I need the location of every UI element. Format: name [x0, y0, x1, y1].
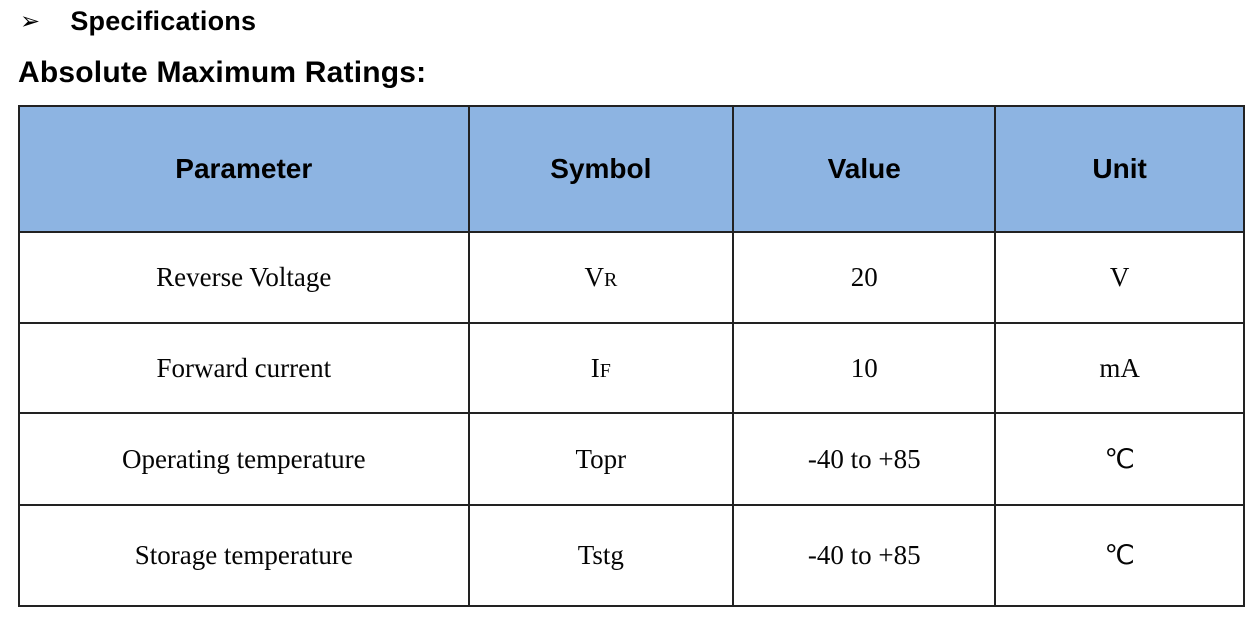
section-title: Specifications — [70, 6, 257, 36]
cell-value: -40 to +85 — [732, 504, 997, 607]
cell-parameter: Forward current — [18, 322, 470, 414]
table-title: Absolute Maximum Ratings: — [18, 56, 427, 89]
symbol-main: V — [584, 262, 604, 292]
cell-value: -40 to +85 — [732, 412, 997, 506]
symbol-main: Tstg — [577, 540, 624, 570]
symbol-suffix: R — [603, 269, 618, 291]
cell-symbol: IF — [467, 322, 735, 414]
table-row: Storage temperature Tstg -40 to +85 ℃ — [18, 504, 1245, 607]
absolute-maximum-ratings-table: Parameter Symbol Value Unit Reverse Volt… — [18, 105, 1245, 607]
table-row: Reverse Voltage VR 20 V — [18, 231, 1245, 324]
arrow-bullet-icon: ➢ — [20, 7, 41, 35]
section-heading: ➢ Specifications — [20, 6, 256, 37]
cell-symbol: VR — [467, 231, 735, 324]
cell-value: 10 — [732, 322, 997, 414]
header-value: Value — [732, 105, 997, 233]
symbol-main: Topr — [575, 443, 627, 474]
cell-parameter: Operating temperature — [18, 412, 470, 506]
cell-unit: ℃ — [994, 504, 1245, 607]
table-header-row: Parameter Symbol Value Unit — [18, 105, 1245, 233]
cell-parameter: Storage temperature — [18, 504, 470, 607]
header-symbol: Symbol — [467, 105, 735, 233]
cell-value: 20 — [732, 231, 997, 324]
cell-unit: V — [994, 231, 1245, 324]
symbol-suffix: F — [599, 359, 611, 382]
table-row: Forward current IF 10 mA — [18, 322, 1245, 414]
cell-parameter: Reverse Voltage — [18, 231, 470, 324]
symbol-main: I — [590, 352, 600, 383]
cell-unit: mA — [994, 322, 1245, 414]
cell-unit: ℃ — [994, 412, 1245, 506]
header-parameter: Parameter — [18, 105, 470, 233]
cell-symbol: Tstg — [467, 504, 735, 607]
table-row: Operating temperature Topr -40 to +85 ℃ — [18, 412, 1245, 506]
header-unit: Unit — [994, 105, 1245, 233]
cell-symbol: Topr — [467, 412, 735, 506]
